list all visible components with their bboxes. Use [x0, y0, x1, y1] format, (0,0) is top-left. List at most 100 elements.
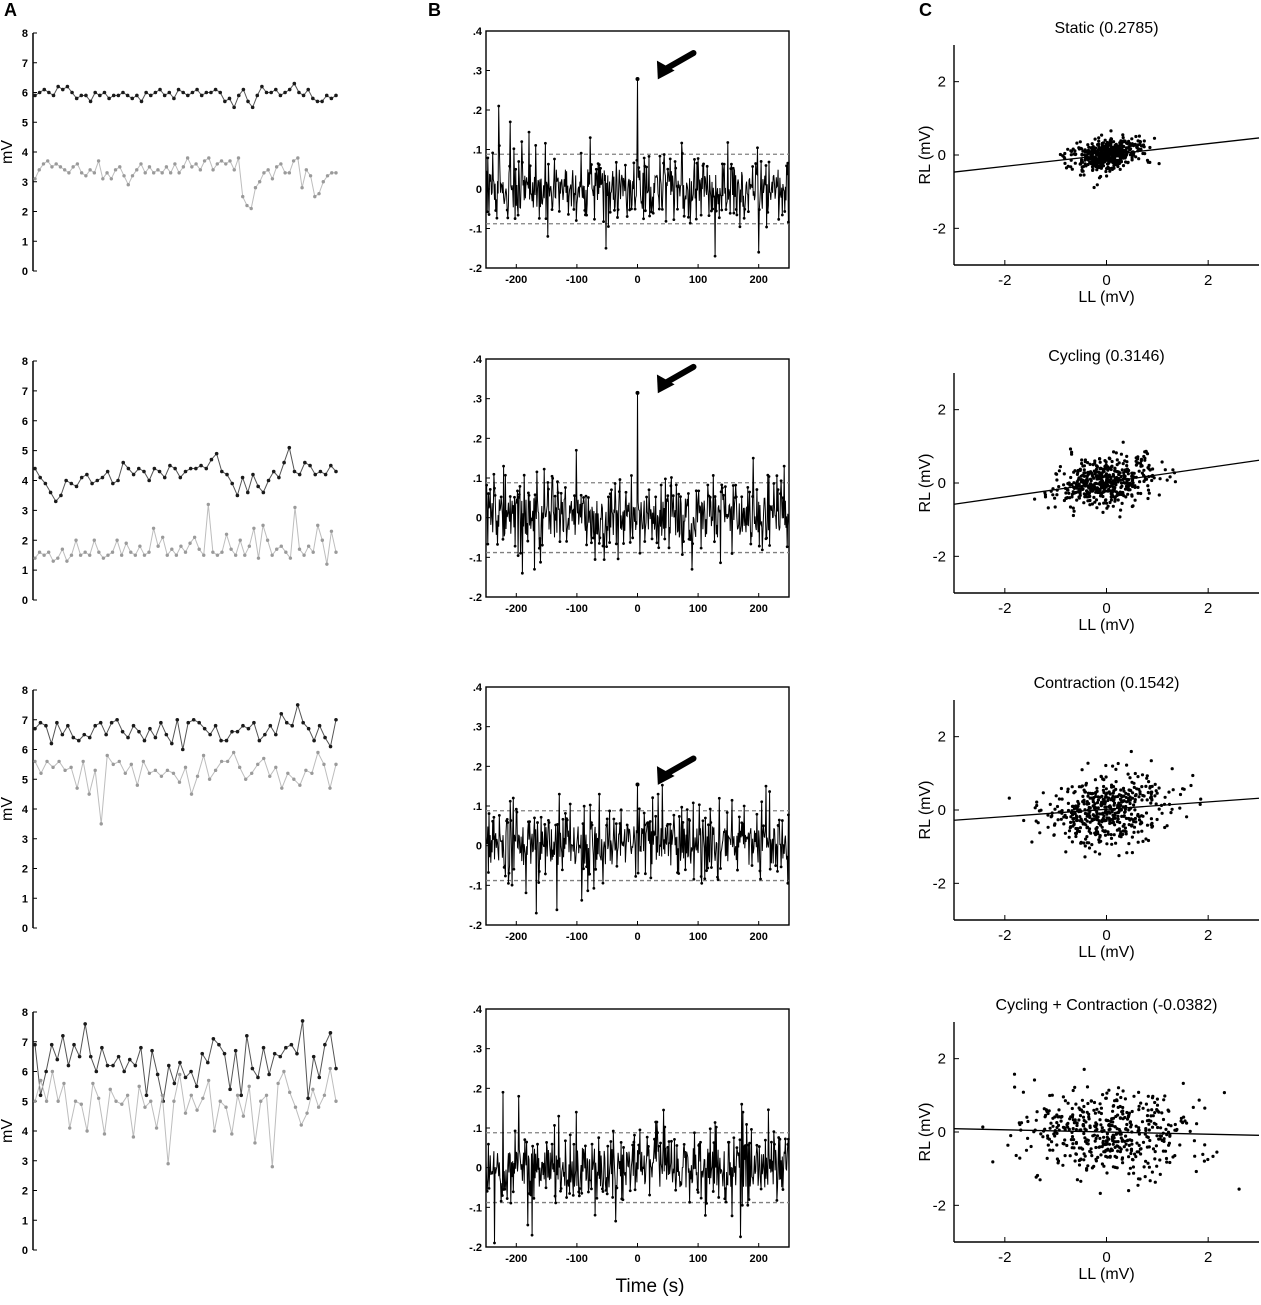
scatter-point — [1053, 505, 1057, 509]
data-point — [286, 771, 290, 775]
data-point — [297, 472, 302, 477]
scatter-point — [1096, 806, 1100, 810]
scatter-point — [1092, 495, 1096, 499]
data-point — [165, 768, 170, 773]
data-point — [46, 550, 51, 554]
trace-point — [634, 874, 638, 878]
scatter-point — [1081, 487, 1085, 491]
data-point — [225, 759, 230, 764]
data-point — [155, 1072, 160, 1077]
scatter-point — [1135, 461, 1139, 465]
data-point — [218, 1099, 222, 1103]
trace-point — [716, 878, 720, 881]
trace-point — [503, 473, 507, 477]
scatter-point — [1099, 160, 1103, 164]
y-tick-label: 8 — [22, 685, 28, 697]
trace-point — [690, 567, 694, 571]
trace-point — [682, 214, 686, 218]
y-tick-label: -.1 — [469, 552, 482, 564]
trace-point — [519, 551, 522, 555]
trace-point — [680, 152, 684, 155]
scatter-point — [1151, 467, 1155, 471]
trace-point — [630, 207, 633, 211]
trace-point — [633, 1133, 636, 1137]
data-point — [256, 484, 260, 489]
trace-point — [746, 1203, 750, 1207]
scatter-point — [1085, 1085, 1090, 1089]
scatter-point — [1064, 496, 1068, 500]
scatter-point — [1169, 811, 1173, 815]
trace-point — [563, 1139, 567, 1143]
trace-point — [693, 157, 696, 161]
scatter-point — [1128, 1121, 1132, 1125]
data-point — [270, 177, 275, 181]
scatter-point — [1109, 129, 1113, 133]
scatter-point — [1111, 1139, 1115, 1143]
data-point — [83, 1022, 87, 1026]
x-tick-label: 0 — [634, 274, 640, 286]
x-tick-label: -100 — [566, 931, 588, 943]
scatter-point — [1130, 153, 1135, 157]
trace-point — [607, 225, 610, 228]
data-point — [241, 194, 245, 199]
scatter-point — [1119, 1095, 1123, 1100]
trace-point — [696, 157, 700, 160]
y-axis-label: mV — [0, 140, 16, 164]
data-point — [147, 771, 152, 775]
scatter-point — [1084, 783, 1088, 787]
trace-point — [624, 490, 628, 494]
scatter-point — [1137, 1143, 1141, 1147]
scatter-point — [1123, 474, 1127, 478]
scatter-point — [1134, 793, 1138, 797]
scatter-point — [1099, 774, 1103, 779]
scatter-point — [1033, 497, 1037, 501]
scatter-point — [1136, 491, 1140, 495]
trace-point — [693, 1131, 696, 1135]
scatter-point — [1046, 1136, 1050, 1140]
scatter-point — [1057, 485, 1061, 489]
trace-point — [755, 488, 759, 491]
y-tick-label: .2 — [473, 761, 482, 773]
scatter-point — [1195, 1122, 1199, 1126]
data-point — [116, 93, 121, 98]
scatter-point — [1092, 1108, 1096, 1112]
data-point — [313, 472, 318, 477]
data-point — [274, 87, 278, 92]
scatter-point — [1138, 790, 1142, 794]
data-point — [98, 720, 103, 725]
correlation-trace — [485, 784, 790, 914]
scatter-point — [1107, 790, 1111, 794]
scatter-point — [1115, 1166, 1119, 1170]
scatter-point — [1125, 763, 1129, 767]
scatter-point — [1074, 152, 1078, 156]
data-point — [245, 203, 249, 208]
scatter-point — [1156, 1109, 1160, 1113]
scatter-point — [1154, 802, 1158, 806]
trace-point — [773, 1142, 776, 1146]
data-point — [261, 1045, 266, 1050]
x-tick-label: 100 — [689, 931, 707, 943]
scatter-point — [1140, 1120, 1145, 1124]
scatter-point — [1123, 826, 1127, 830]
scatter-point — [1153, 794, 1157, 798]
trace-point — [559, 1187, 563, 1190]
scatter-point — [1127, 816, 1131, 821]
data-point — [232, 168, 236, 172]
trace-point — [539, 815, 543, 819]
data-point — [244, 777, 248, 781]
scatter-point — [1105, 174, 1109, 178]
data-point — [246, 726, 251, 731]
trace-point — [487, 1142, 490, 1146]
scatter-point — [1130, 796, 1135, 800]
trace-point — [734, 208, 738, 211]
data-point — [166, 1162, 170, 1166]
trace-point — [648, 214, 652, 218]
series-2 — [33, 156, 338, 211]
trace-point — [676, 207, 679, 211]
scatter-point — [1052, 833, 1056, 837]
scatter-point — [1141, 1106, 1145, 1110]
data-point — [74, 96, 79, 101]
scatter-point — [1098, 852, 1102, 856]
series-line — [34, 751, 337, 824]
scatter-point — [1116, 493, 1120, 497]
